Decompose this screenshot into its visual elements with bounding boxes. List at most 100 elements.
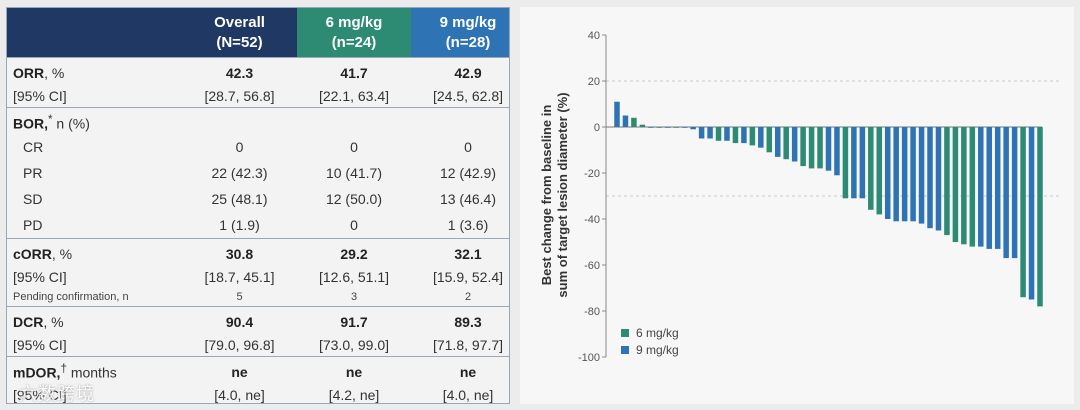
- watermark: 六数跨境: [19, 384, 95, 404]
- orr-label: ORR, %: [7, 57, 182, 84]
- header-6mg-n: (n=24): [331, 33, 377, 51]
- legend-swatch: [621, 346, 629, 354]
- waterfall-bar: [851, 127, 857, 199]
- waterfall-bar: [690, 127, 696, 130]
- header-overall-title: Overall: [214, 13, 265, 31]
- pending-label: Pending confirmation, n: [13, 291, 129, 303]
- dcr-ci-9mg: [71.8, 97.7]: [432, 336, 504, 353]
- mdor-6mg: ne: [297, 356, 411, 383]
- y-tick-label: 0: [594, 122, 600, 134]
- table-row-dcr: DCR, % 90.4 91.7 89.3: [7, 306, 509, 333]
- header-empty: [7, 8, 182, 58]
- waterfall-bar: [893, 127, 899, 222]
- mdor-ci-label: [95% CI]: [13, 386, 67, 403]
- chart-legend: 6 mg/kg 9 mg/kg: [621, 326, 679, 357]
- waterfall-bar: [800, 127, 806, 167]
- waterfall-bar: [910, 127, 916, 222]
- legend-label: 9 mg/kg: [636, 343, 679, 357]
- waterfall-bar: [741, 127, 747, 144]
- dcr-ci-6mg: [73.0, 99.0]: [318, 336, 390, 353]
- mdor-label: mDOR,† months: [7, 356, 182, 383]
- table-row-pd: PD 1 (1.9) 0 1 (3.6): [7, 212, 509, 239]
- corr-label: cORR, %: [7, 238, 182, 265]
- dcr-6mg: 91.7: [297, 306, 411, 333]
- dcr-overall: 90.4: [182, 306, 297, 333]
- sd-6mg: 12 (50.0): [325, 191, 383, 207]
- waterfall-bar: [656, 127, 663, 128]
- waterfall-bar: [648, 127, 654, 128]
- efficacy-table: Overall (N=52) 6 mg/kg (n=24) 9 mg/kg (n…: [6, 7, 510, 404]
- cr-9mg: 0: [464, 139, 472, 155]
- header-9mg-n: (n=28): [445, 33, 491, 51]
- waterfall-bar: [859, 127, 866, 199]
- waterfall-chart-panel: 40 20 0 -20 -40 -60 -80 -100 Best change from b…: [520, 7, 1074, 404]
- dcr-label: DCR, %: [7, 306, 182, 333]
- waterfall-bar: [1037, 127, 1043, 307]
- orr-ci-6mg: [22.1, 63.4]: [318, 87, 390, 104]
- dcr-9mg: 89.3: [411, 306, 509, 333]
- corr-ci-9mg: [15.9, 52.4]: [432, 268, 504, 285]
- header-overall: Overall (N=52): [182, 8, 297, 58]
- y-axis-label-line1: Best change from baseline in: [539, 105, 554, 286]
- table-row-orr-ci: [95% CI] [28.7, 56.8] [22.1, 63.4] [24.5…: [7, 84, 509, 108]
- waterfall-bar: [868, 127, 874, 210]
- waterfall-bar: [884, 127, 891, 219]
- waterfall-bar: [825, 127, 832, 171]
- pr-9mg: 12 (42.9): [439, 165, 497, 181]
- waterfall-bar: [614, 101, 620, 127]
- header-9mg-title: 9 mg/kg: [439, 13, 497, 31]
- cr-6mg: 0: [350, 139, 358, 155]
- waterfall-bar: [766, 127, 773, 153]
- y-tick-label: -60: [584, 260, 600, 272]
- y-tick-label: -40: [584, 214, 600, 226]
- table-row-mdor: mDOR,† months ne ne ne: [7, 356, 509, 383]
- header-6mg-title: 6 mg/kg: [325, 13, 383, 31]
- waterfall-bar: [1003, 127, 1009, 259]
- corr-ci-6mg: [12.6, 51.1]: [318, 268, 390, 285]
- y-tick-label: -100: [578, 352, 600, 364]
- waterfall-bar: [715, 127, 722, 141]
- sd-label: SD: [23, 191, 43, 207]
- waterfall-bar: [935, 127, 942, 231]
- mdor-ci-overall: [4.0, ne]: [214, 386, 265, 403]
- cr-overall: 0: [235, 139, 244, 155]
- pr-6mg: 10 (41.7): [325, 165, 383, 181]
- waterfall-bar: [774, 127, 781, 157]
- table-row-bor: BOR,* n (%): [7, 107, 509, 134]
- table-row-corr: cORR, % 30.8 29.2 32.1: [7, 238, 509, 265]
- waterfall-bar: [758, 127, 764, 148]
- sd-overall: 25 (48.1): [211, 191, 268, 207]
- mdor-ci-6mg: [4.2, ne]: [328, 386, 380, 403]
- mdor-overall: ne: [182, 356, 297, 383]
- mdor-ci-9mg: [4.0, ne]: [442, 386, 494, 403]
- orr-6mg: 41.7: [297, 57, 411, 84]
- table-row-sd: SD 25 (48.1) 12 (50.0) 13 (46.4): [7, 186, 509, 212]
- bor-label: BOR,* n (%): [7, 107, 182, 134]
- waterfall-chart: 40 20 0 -20 -40 -60 -80 -100 Best change from b…: [539, 30, 1060, 364]
- waterfall-bar: [834, 127, 840, 176]
- cr-label: CR: [23, 139, 44, 155]
- waterfall-bar: [673, 127, 679, 128]
- waterfall-bar: [1020, 127, 1026, 298]
- corr-ci-label: [95% CI]: [13, 268, 67, 285]
- pd-label: PD: [23, 217, 43, 233]
- results-table: Overall (N=52) 6 mg/kg (n=24) 9 mg/kg (n…: [7, 8, 509, 403]
- orr-9mg: 42.9: [411, 57, 509, 84]
- pd-overall: 1 (1.9): [219, 217, 260, 233]
- waterfall-bar: [724, 127, 730, 141]
- table-row-cr: CR 0 0 0: [7, 134, 509, 160]
- waterfall-bar: [732, 127, 739, 144]
- legend-swatch: [621, 329, 629, 337]
- header-overall-n: (N=52): [216, 33, 263, 51]
- pending-overall: 5: [236, 291, 243, 303]
- table-row-pr: PR 22 (42.3) 10 (41.7) 12 (42.9): [7, 160, 509, 186]
- waterfall-bar: [639, 124, 646, 127]
- dcr-ci-label: [95% CI]: [13, 336, 67, 353]
- y-tick-label: -80: [584, 306, 600, 318]
- y-tick-label: -20: [584, 168, 600, 180]
- chart-gridlines: [606, 80, 1060, 197]
- table-row-corr-ci: [95% CI] [18.7, 45.1] [12.6, 51.1] [15.9…: [7, 265, 509, 288]
- y-tick-label: 40: [588, 30, 600, 42]
- waterfall-bar: [1011, 127, 1018, 259]
- waterfall-bar: [817, 127, 823, 169]
